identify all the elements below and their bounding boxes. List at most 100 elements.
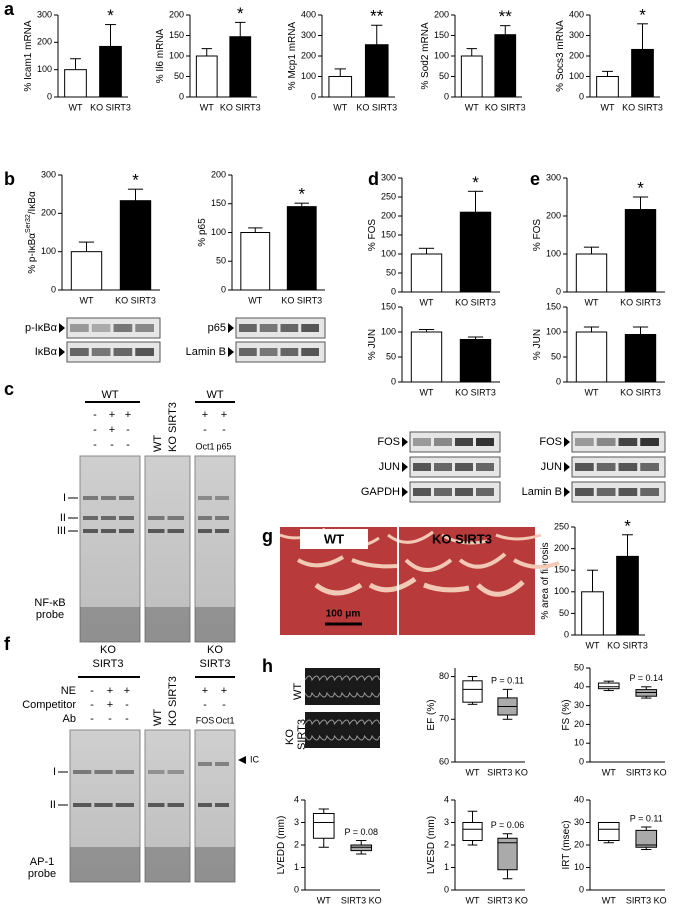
lane-label: SIRT3 xyxy=(296,719,308,750)
lane-label: KO SIRT3 xyxy=(167,676,179,726)
band xyxy=(455,438,473,446)
tissue-gap xyxy=(495,533,542,541)
y-axis-label-suffix: /IκBα xyxy=(27,191,38,214)
significance: * xyxy=(639,5,646,24)
x-tick-label: KO SIRT3 xyxy=(622,102,663,112)
y-axis-label: FS (%) xyxy=(561,699,572,730)
y-tick-label: 0 xyxy=(579,91,584,101)
band xyxy=(596,438,616,446)
y-tick-label: 300 xyxy=(381,172,396,182)
y-tick-label: 200 xyxy=(546,210,561,220)
y-tick-label: 300 xyxy=(41,169,56,179)
y-tick-label: 150 xyxy=(381,301,396,311)
x-tick-label: SIRT3 KO xyxy=(626,767,667,777)
row-label: Ab xyxy=(63,713,76,725)
y-tick-label: 150 xyxy=(211,198,226,208)
y-tick-label: 50 xyxy=(439,71,449,81)
bar xyxy=(575,253,608,293)
x-tick-label: WT xyxy=(333,102,347,112)
y-tick-label: 70 xyxy=(439,714,449,724)
sign: + xyxy=(107,699,113,711)
bar xyxy=(410,331,443,383)
y-axis-label: LVESD (mm) xyxy=(426,816,437,874)
y-tick-label: 200 xyxy=(41,208,56,218)
x-tick-label: WT xyxy=(69,102,83,112)
y-axis-label-main: % Il6 mRNA xyxy=(155,28,166,83)
y-axis-label-main: LVEDD (mm) xyxy=(276,816,287,875)
bar xyxy=(624,209,657,293)
y-tick-label: 0 xyxy=(311,91,316,101)
y-tick-label: 200 xyxy=(211,169,226,179)
box xyxy=(350,844,373,852)
band xyxy=(575,438,594,446)
bar xyxy=(460,55,483,98)
y-axis-label-main: IRT (msec) xyxy=(561,820,572,869)
y-tick-label: 400 xyxy=(301,9,316,19)
sign: + xyxy=(109,409,115,421)
y-axis-label-main: % p-IκBα xyxy=(27,233,38,274)
y-axis-label: % area of fibrosis xyxy=(540,542,551,619)
y-tick-label: 150 xyxy=(554,565,569,575)
y-tick-label: 150 xyxy=(381,229,396,239)
bar xyxy=(229,36,252,98)
band-label: II xyxy=(60,512,66,524)
box xyxy=(597,822,620,841)
y-tick-label: 50 xyxy=(386,351,396,361)
panel-letter: d xyxy=(368,169,379,189)
y-axis-label: % Sod2 mRNA xyxy=(420,22,431,90)
y-tick-label: 250 xyxy=(554,521,569,531)
y-tick-label: 50 xyxy=(216,256,226,266)
y-tick-label: 30 xyxy=(574,700,584,710)
bar xyxy=(286,206,317,291)
probe-label: NF-κB xyxy=(34,597,65,609)
tissue-gap xyxy=(512,558,560,569)
sign: - xyxy=(93,409,97,421)
y-tick-label: 0 xyxy=(579,884,584,894)
y-tick-label: 100 xyxy=(169,50,184,60)
gel-band xyxy=(215,516,229,520)
y-tick-label: 50 xyxy=(551,351,561,361)
blot-label: FOS xyxy=(539,436,562,448)
y-axis-label: % JUN xyxy=(367,329,378,360)
y-tick-label: 0 xyxy=(391,286,396,296)
band xyxy=(455,488,473,496)
tissue-gap xyxy=(476,580,525,597)
x-tick-label: WT xyxy=(602,895,616,905)
y-tick-label: 100 xyxy=(41,246,56,256)
free-probe xyxy=(195,607,235,642)
band xyxy=(113,348,133,356)
y-tick-label: 0 xyxy=(294,884,299,894)
band xyxy=(476,463,494,471)
tissue-gap xyxy=(441,533,488,545)
y-tick-label: 50 xyxy=(386,267,396,277)
band xyxy=(413,488,431,496)
gel-band xyxy=(94,803,113,807)
band xyxy=(91,324,111,332)
gel-band xyxy=(167,770,184,774)
gel-band xyxy=(83,529,98,533)
band xyxy=(113,324,133,332)
panel-letter: a xyxy=(4,0,15,19)
gel-band xyxy=(101,496,116,500)
sign: - xyxy=(90,699,94,711)
gel-band xyxy=(167,803,184,807)
band-label: II xyxy=(50,799,56,811)
y-tick-label: 100 xyxy=(37,64,52,74)
y-tick-label: 300 xyxy=(37,9,52,19)
y-tick-label: 0 xyxy=(47,91,52,101)
significance: ** xyxy=(370,7,384,26)
y-tick-label: 10 xyxy=(574,738,584,748)
significance: * xyxy=(298,185,305,204)
y-axis-label: LVEDD (mm) xyxy=(276,816,287,875)
band xyxy=(476,438,494,446)
y-tick-label: 200 xyxy=(381,210,396,220)
arrowhead xyxy=(402,437,408,447)
x-tick-label: SIRT3 KO xyxy=(626,895,667,905)
y-tick-label: 40 xyxy=(574,681,584,691)
panel-letter: e xyxy=(530,169,540,189)
bar xyxy=(99,45,122,98)
sign: - xyxy=(126,424,130,436)
bar xyxy=(575,331,608,383)
blot-label: IκBα xyxy=(35,346,58,358)
x-tick-label: WT xyxy=(601,102,615,112)
